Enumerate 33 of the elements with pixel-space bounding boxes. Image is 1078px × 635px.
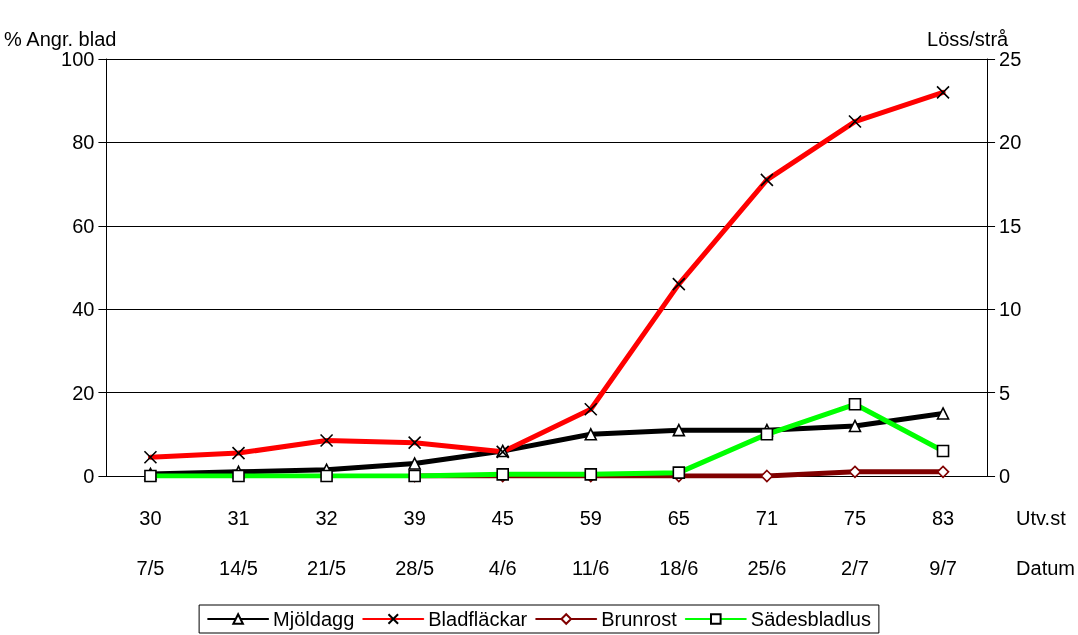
y2-axis-title: Löss/strå	[927, 28, 1010, 50]
category-label: 71 25/6	[747, 507, 787, 579]
y2-tick-label: 20	[999, 131, 1022, 154]
y-tick-label: 100	[61, 48, 95, 70]
category-label: 59 11/6	[572, 507, 610, 579]
y-tick-label: 0	[83, 465, 95, 487]
category-label: 83 9/7	[929, 507, 957, 579]
y-tick-label: 20	[72, 381, 95, 404]
y-tick-label: 40	[72, 298, 95, 321]
category-label: 31 14/5	[219, 507, 258, 579]
category-label: 39 28/5	[395, 507, 435, 579]
category-label: 30 7/5	[136, 507, 165, 579]
y2-tick-label: 25	[999, 48, 1022, 70]
y-tick-label: 60	[72, 214, 95, 237]
point	[760, 469, 774, 483]
y2-tick-label: 10	[999, 298, 1022, 321]
y-axis-title: % Angr. blad	[4, 28, 117, 50]
category-label: 45 4/6	[488, 507, 517, 579]
y2-tick-label: 5	[999, 381, 1011, 404]
y2-tick-label: 0	[999, 465, 1011, 487]
point	[848, 465, 862, 479]
legend-label: Mjöldagg	[273, 608, 355, 630]
legend-label: Bladfläckar	[428, 608, 528, 630]
point	[936, 465, 950, 479]
legend-label: Sädesbladlus	[750, 608, 871, 630]
category-label: 32 21/5	[307, 507, 347, 579]
legend-label: Brunrost	[601, 608, 678, 630]
y-tick-label: 80	[72, 131, 95, 154]
category-label: 65 18/6	[659, 507, 699, 579]
text: Utv.st Datum	[1016, 507, 1075, 579]
category-label: 75 2/7	[841, 507, 869, 579]
y2-tick-label: 15	[999, 214, 1022, 237]
point	[848, 419, 862, 433]
